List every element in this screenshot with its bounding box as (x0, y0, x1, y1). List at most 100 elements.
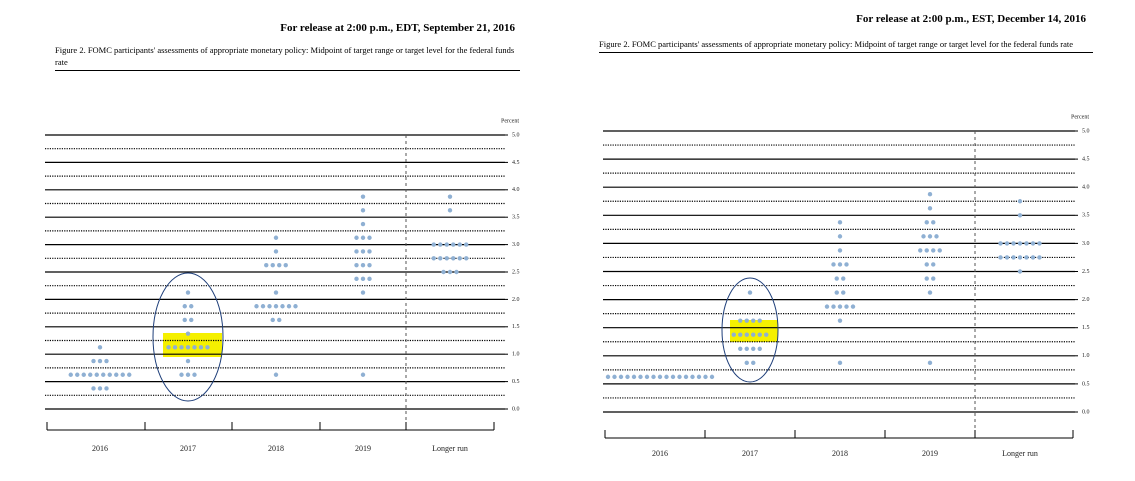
y-tick-label: 3.0 (1082, 241, 1090, 247)
participant-dot (166, 345, 171, 350)
participant-dot (744, 332, 749, 337)
participant-dot (757, 346, 762, 351)
participant-dot (934, 234, 939, 239)
participant-dot (1004, 241, 1010, 246)
participant-dot (127, 372, 132, 377)
participant-dot (837, 234, 843, 239)
participant-dot (360, 208, 366, 213)
participant-dot (834, 290, 839, 295)
participant-dot (837, 360, 843, 366)
participant-dot (844, 304, 849, 309)
participant-dot (670, 374, 676, 380)
participant-dot (192, 345, 197, 350)
participant-dot (751, 360, 756, 366)
y-tick-label: 5.0 (1082, 128, 1090, 134)
highlight (730, 320, 778, 342)
participant-dot (738, 346, 743, 351)
y-tick-label: 1.0 (1082, 353, 1090, 359)
participant-dot (837, 220, 843, 225)
participant-dot (927, 206, 933, 211)
x-tick-label: 2019 (922, 449, 938, 458)
participant-dot (638, 374, 643, 380)
participant-dot (286, 304, 292, 309)
participant-dot (1017, 213, 1023, 218)
participant-dot (447, 269, 453, 275)
y-tick-label: 5.0 (512, 132, 520, 138)
participant-dot (696, 374, 702, 380)
participant-dot (367, 249, 372, 254)
participant-dot (91, 386, 96, 391)
x-tick-label: 2018 (268, 444, 284, 453)
participant-dot (367, 276, 372, 282)
participant-dot (683, 374, 689, 380)
y-axis-label: Percent (1071, 114, 1089, 120)
participant-dot (744, 346, 749, 351)
participant-dot (837, 248, 843, 253)
participant-dot (457, 256, 462, 261)
participant-dot (924, 276, 929, 281)
participant-dot (367, 262, 372, 268)
y-tick-label: 3.5 (512, 215, 520, 221)
participant-dot (431, 242, 436, 247)
y-tick-label: 0.0 (1082, 409, 1090, 415)
participant-dot (747, 290, 753, 295)
participant-dot (68, 372, 73, 377)
participant-dot (273, 372, 279, 377)
participant-dot (831, 304, 836, 309)
participant-dot (431, 256, 436, 261)
figure-caption: Figure 2. FOMC participants' assessments… (55, 44, 520, 71)
x-tick-label: 2018 (832, 449, 848, 458)
participant-dot (354, 249, 359, 254)
participant-dot (1030, 255, 1036, 260)
participant-dot (185, 290, 191, 295)
participant-dot (921, 234, 926, 239)
y-tick-label: 3.0 (512, 242, 520, 248)
participant-dot (277, 317, 282, 323)
participant-dot (931, 276, 936, 281)
participant-dot (189, 317, 194, 323)
participant-dot (354, 262, 359, 268)
participant-dot (360, 235, 366, 240)
y-tick-label: 0.5 (512, 379, 520, 385)
participant-dot (1017, 199, 1023, 204)
participant-dot (360, 262, 366, 268)
participant-dot (927, 360, 933, 366)
participant-dot (120, 372, 125, 377)
participant-dot (97, 345, 103, 350)
participant-dot (198, 345, 204, 350)
x-tick-label: 2017 (742, 449, 758, 458)
participant-dot (438, 242, 443, 247)
participant-dot (1017, 269, 1023, 274)
participant-dot (179, 345, 184, 350)
y-tick-label: 1.5 (512, 324, 520, 330)
participant-dot (273, 290, 279, 295)
participant-dot (273, 235, 279, 240)
participant-dot (751, 346, 756, 351)
participant-dot (107, 372, 112, 377)
participant-dot (360, 249, 366, 254)
y-tick-label: 0.0 (512, 406, 520, 412)
x-tick-label: Longer run (432, 444, 468, 453)
participant-dot (270, 317, 275, 323)
participant-dot (91, 358, 96, 364)
participant-dot (280, 304, 285, 309)
participant-dot (644, 374, 650, 380)
participant-dot (360, 221, 366, 227)
participant-dot (264, 262, 269, 268)
participant-dot (924, 220, 929, 225)
participant-dot (441, 269, 446, 275)
participant-dot (360, 290, 366, 295)
participant-dot (927, 290, 933, 295)
participant-dot (690, 374, 695, 380)
participant-dot (182, 317, 187, 323)
participant-dot (260, 304, 266, 309)
participant-dot (931, 248, 936, 253)
y-tick-label: 2.0 (1082, 297, 1090, 303)
participant-dot (834, 276, 839, 281)
participant-dot (731, 332, 736, 337)
participant-dot (618, 374, 624, 380)
participant-dot (354, 235, 359, 240)
participant-dot (192, 372, 197, 377)
y-axis-label: Percent (501, 118, 519, 124)
